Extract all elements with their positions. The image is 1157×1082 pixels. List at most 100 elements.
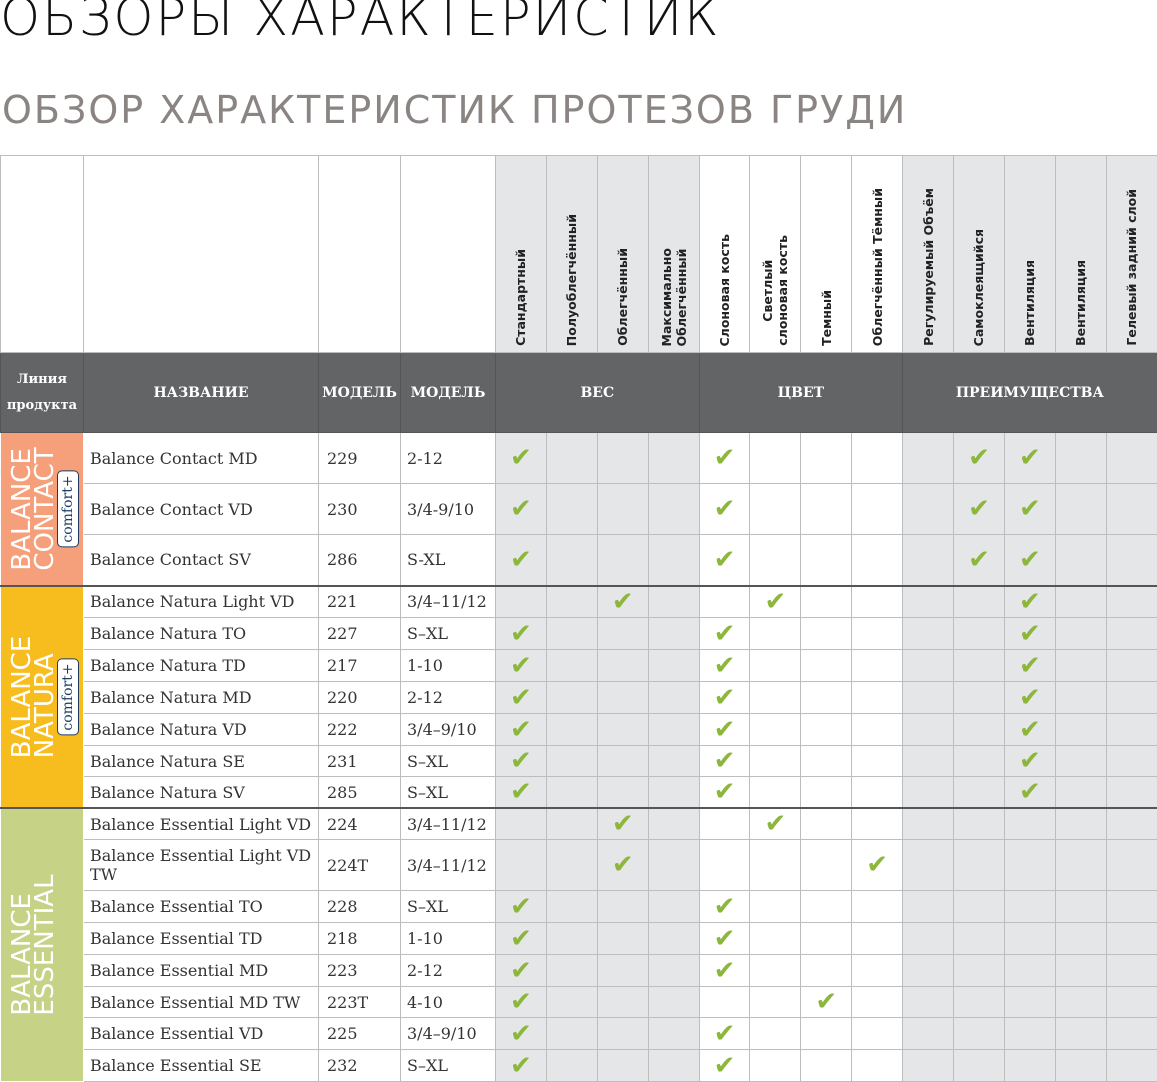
size-range: 3/4–11/12 xyxy=(401,840,496,891)
feature-cell xyxy=(1055,484,1106,535)
feature-column-header: Облегчённый xyxy=(597,156,648,353)
feature-cell xyxy=(1004,923,1055,955)
feature-cell xyxy=(801,1050,852,1082)
feature-cell xyxy=(903,1050,954,1082)
feature-cell: ✔ xyxy=(699,891,750,923)
feature-cell xyxy=(750,840,801,891)
feature-cell xyxy=(852,714,903,746)
check-icon: ✔ xyxy=(714,651,736,681)
header-model: МОДЕЛЬ xyxy=(319,353,401,433)
feature-cell: ✔ xyxy=(496,484,547,535)
feature-cell: ✔ xyxy=(954,433,1005,484)
feature-cell: ✔ xyxy=(496,777,547,809)
header-size: МОДЕЛЬ xyxy=(401,353,496,433)
feature-cell xyxy=(903,923,954,955)
feature-cell xyxy=(597,484,648,535)
check-icon: ✔ xyxy=(714,1019,736,1049)
feature-cell xyxy=(597,777,648,809)
feature-cell xyxy=(648,682,699,714)
feature-cell xyxy=(1055,650,1106,682)
product-name: Balance Essential TO xyxy=(84,891,319,923)
feature-cell: ✔ xyxy=(496,650,547,682)
check-icon: ✔ xyxy=(968,494,990,524)
feature-cell xyxy=(1106,535,1157,586)
header-line: Линия продукта xyxy=(1,353,84,433)
feature-cell: ✔ xyxy=(750,808,801,840)
feature-cell xyxy=(1106,1018,1157,1050)
product-name: Balance Contact SV xyxy=(84,535,319,586)
feature-cell: ✔ xyxy=(699,618,750,650)
product-name: Balance Natura SV xyxy=(84,777,319,809)
feature-cell xyxy=(903,535,954,586)
feature-cell: ✔ xyxy=(496,987,547,1018)
feature-cell xyxy=(1106,682,1157,714)
feature-column-label: Регулируемый Объём xyxy=(921,188,936,346)
feature-column-header: Облегчённый Тёмный xyxy=(852,156,903,353)
feature-cell xyxy=(954,955,1005,987)
product-name: Balance Natura TO xyxy=(84,618,319,650)
feature-cell xyxy=(1055,535,1106,586)
feature-cell xyxy=(1004,1050,1055,1082)
check-icon: ✔ xyxy=(1019,683,1041,713)
feature-cell xyxy=(801,484,852,535)
check-icon: ✔ xyxy=(612,850,634,880)
check-icon: ✔ xyxy=(714,746,736,776)
feature-cell xyxy=(546,586,597,618)
check-icon: ✔ xyxy=(714,1051,736,1081)
size-range: 2-12 xyxy=(401,433,496,484)
feature-cell xyxy=(1004,1018,1055,1050)
feature-cell xyxy=(1106,840,1157,891)
feature-cell xyxy=(954,746,1005,777)
model-number: 218 xyxy=(319,923,401,955)
feature-cell xyxy=(801,650,852,682)
model-number: 223 xyxy=(319,955,401,987)
model-number: 227 xyxy=(319,618,401,650)
feature-cell xyxy=(750,433,801,484)
check-icon: ✔ xyxy=(714,443,736,473)
feature-cell xyxy=(750,891,801,923)
check-icon: ✔ xyxy=(1019,651,1041,681)
product-name: Balance Essential MD xyxy=(84,955,319,987)
feature-cell xyxy=(852,808,903,840)
size-range: S–XL xyxy=(401,746,496,777)
check-icon: ✔ xyxy=(866,850,888,880)
feature-cell xyxy=(750,777,801,809)
feature-cell xyxy=(648,1050,699,1082)
feature-cell xyxy=(1055,618,1106,650)
feature-cell xyxy=(1106,923,1157,955)
product-name: Balance Essential VD xyxy=(84,1018,319,1050)
feature-cell xyxy=(801,840,852,891)
comfort-plus-badge: comfort+ xyxy=(57,658,79,735)
feature-column-header: Слоновая кость xyxy=(699,156,750,353)
feature-cell xyxy=(852,746,903,777)
feature-cell xyxy=(1055,682,1106,714)
feature-column-header: Максимально Облегчённый xyxy=(648,156,699,353)
feature-cell xyxy=(546,484,597,535)
feature-cell: ✔ xyxy=(699,433,750,484)
feature-cell xyxy=(1055,1050,1106,1082)
check-icon: ✔ xyxy=(510,494,532,524)
feature-cell xyxy=(801,586,852,618)
feature-cell xyxy=(1055,586,1106,618)
feature-cell xyxy=(699,586,750,618)
check-icon: ✔ xyxy=(510,651,532,681)
feature-cell: ✔ xyxy=(699,955,750,987)
feature-cell xyxy=(852,618,903,650)
feature-cell xyxy=(750,682,801,714)
feature-column-label: Облегчённый xyxy=(615,248,630,346)
feature-cell xyxy=(954,586,1005,618)
model-number: 221 xyxy=(319,586,401,618)
check-icon: ✔ xyxy=(510,892,532,922)
feature-cell: ✔ xyxy=(496,535,547,586)
feature-cell xyxy=(1055,808,1106,840)
feature-column-header: Самоклеящийся xyxy=(954,156,1005,353)
feature-cell xyxy=(648,586,699,618)
feature-cell xyxy=(852,1018,903,1050)
badge-label: comfort+ xyxy=(60,475,76,542)
feature-column-header: Вентиляция xyxy=(1004,156,1055,353)
feature-column-label: Полуоблегчённый xyxy=(564,214,579,346)
feature-cell xyxy=(852,891,903,923)
